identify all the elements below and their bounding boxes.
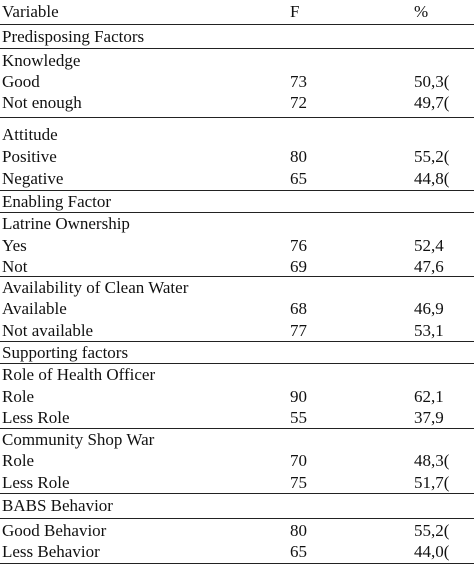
table-row: Not 69 47,6	[0, 256, 474, 278]
row-f: 69	[290, 257, 307, 276]
row-f: 77	[290, 321, 307, 340]
row-percent: 51,7(	[414, 473, 450, 492]
table-row: Attitude	[0, 124, 474, 146]
table-row: Not available 77 53,1	[0, 320, 474, 342]
row-label: Less Role	[2, 473, 70, 492]
row-f: 70	[290, 451, 307, 470]
row-percent: 50,3(	[414, 72, 450, 91]
row-label: Less Role	[2, 408, 70, 427]
row-percent: 55,2(	[414, 521, 450, 540]
divider	[0, 190, 474, 191]
table-row: Role of Health Officer	[0, 364, 474, 386]
divider	[0, 212, 474, 213]
row-label: Not available	[2, 321, 94, 340]
table-row: Community Shop War	[0, 429, 474, 451]
table-row: Availability of Clean Water	[0, 277, 474, 299]
table-row: Good 73 50,3(	[0, 71, 474, 93]
row-percent: 47,6	[414, 257, 444, 276]
row-label: Negative	[2, 169, 64, 188]
table-row: Good Behavior 80 55,2(	[0, 520, 474, 542]
table-row: Less Behavior 65 44,0(	[0, 541, 474, 563]
header-f: F	[290, 2, 300, 21]
divider	[0, 117, 474, 118]
row-f: 90	[290, 387, 307, 406]
row-f: 73	[290, 72, 307, 91]
table-row: Not enough 72 49,7(	[0, 92, 474, 114]
row-f: 68	[290, 299, 307, 318]
row-label: Positive	[2, 147, 57, 166]
row-percent: 62,1	[414, 387, 444, 406]
row-label: Predisposing Factors	[2, 27, 145, 46]
row-f: 76	[290, 236, 307, 255]
row-label: Role	[2, 451, 35, 470]
row-f: 80	[290, 521, 307, 540]
divider	[0, 493, 474, 494]
row-f: 65	[290, 542, 307, 561]
table-row: Negative 65 44,8(	[0, 168, 474, 190]
table-row: Role 90 62,1	[0, 386, 474, 408]
row-percent: 37,9	[414, 408, 444, 427]
row-percent: 44,0(	[414, 542, 450, 561]
row-label: Enabling Factor	[2, 192, 112, 211]
row-label: Role	[2, 387, 35, 406]
row-label: Community Shop War	[2, 430, 155, 449]
row-label: Knowledge	[2, 51, 81, 70]
divider	[0, 363, 474, 364]
row-label: Latrine Ownership	[2, 214, 130, 233]
row-label: Attitude	[2, 125, 58, 144]
table-row: Positive 80 55,2(	[0, 146, 474, 168]
divider	[0, 341, 474, 342]
row-percent: 48,3(	[414, 451, 450, 470]
row-label: Less Behavior	[2, 542, 100, 561]
row-percent: 53,1	[414, 321, 444, 340]
row-percent: 49,7(	[414, 93, 450, 112]
header-percent: %	[414, 2, 429, 21]
table-row: Predisposing Factors	[0, 26, 474, 48]
row-label: Role of Health Officer	[2, 365, 156, 384]
row-percent: 52,4	[414, 236, 444, 255]
divider	[0, 518, 474, 519]
row-label: Availability of Clean Water	[2, 278, 189, 297]
row-label: Not	[2, 257, 28, 276]
table-row: Latrine Ownership	[0, 213, 474, 235]
row-percent: 55,2(	[414, 147, 450, 166]
row-f: 75	[290, 473, 307, 492]
table-row: Less Role 75 51,7(	[0, 472, 474, 494]
table-row: Role 70 48,3(	[0, 450, 474, 472]
row-percent: 46,9	[414, 299, 444, 318]
divider	[0, 48, 474, 49]
table-row: Supporting factors	[0, 342, 474, 364]
row-label: Yes	[2, 236, 27, 255]
divider	[0, 24, 474, 25]
table-row: Less Role 55 37,9	[0, 407, 474, 429]
row-label: Supporting factors	[2, 343, 129, 362]
row-label: Available	[2, 299, 67, 318]
table-row: Knowledge	[0, 50, 474, 72]
header-row: Variable F %	[0, 1, 474, 23]
row-f: 80	[290, 147, 307, 166]
table-row: BABS Behavior	[0, 495, 474, 517]
row-label: Not enough	[2, 93, 82, 112]
divider	[0, 276, 474, 277]
table-row: Enabling Factor	[0, 191, 474, 213]
header-variable: Variable	[2, 2, 59, 21]
row-f: 55	[290, 408, 307, 427]
row-label: Good Behavior	[2, 521, 107, 540]
row-f: 65	[290, 169, 307, 188]
table-row: Yes 76 52,4	[0, 235, 474, 257]
table-row: Available 68 46,9	[0, 298, 474, 320]
row-percent: 44,8(	[414, 169, 450, 188]
divider	[0, 428, 474, 429]
row-f: 72	[290, 93, 307, 112]
row-label: BABS Behavior	[2, 496, 113, 515]
row-label: Good	[2, 72, 40, 91]
